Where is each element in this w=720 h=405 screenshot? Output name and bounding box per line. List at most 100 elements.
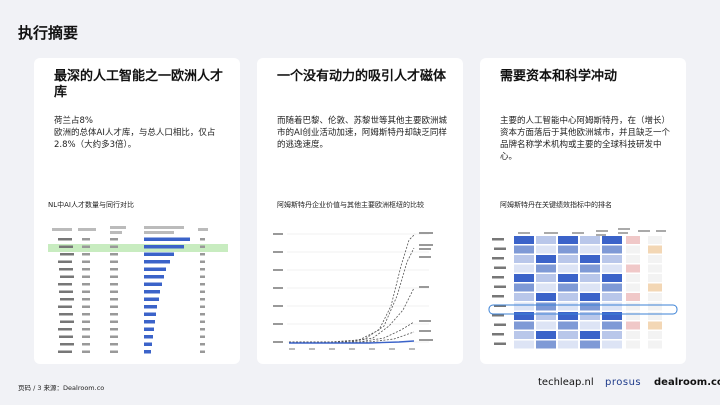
card-title: 一个没有动力的吸引人才磁体 <box>277 69 447 84</box>
row-value-mark <box>200 238 205 241</box>
kpi-row-label-mark <box>494 266 506 269</box>
row-label-mark <box>58 305 72 308</box>
kpi-cell <box>626 274 640 282</box>
kpi-cell <box>514 293 534 301</box>
kpi-cell <box>626 340 640 349</box>
row-value-mark <box>200 343 205 346</box>
row-value-mark <box>110 343 118 346</box>
row-bar <box>144 312 156 316</box>
kpi-cell <box>602 283 622 292</box>
row-value-mark <box>110 350 118 353</box>
kpi-cell <box>580 321 600 330</box>
kpi-cell <box>602 331 622 339</box>
kpi-cell <box>626 264 640 273</box>
kpi-row-label-mark <box>494 285 506 288</box>
kpi-cell <box>536 340 556 349</box>
row-label-mark <box>60 275 74 278</box>
card-body: 荷兰占8% 欧洲的总体AI人才库，与总人口相比，仅占2.8%（大约多3倍）。 <box>54 116 216 150</box>
kpi-cell <box>558 255 578 263</box>
kpi-row-label-mark <box>494 323 506 326</box>
kpi-cell <box>602 264 622 273</box>
row-bar <box>144 350 151 354</box>
kpi-cell <box>648 321 662 330</box>
prosus-logo: prosus <box>605 377 642 388</box>
kpi-row-label-mark <box>492 295 504 298</box>
kpi-cell <box>626 236 640 244</box>
row-value-mark <box>200 298 205 301</box>
kpi-cell <box>648 331 662 339</box>
kpi-cell <box>648 312 662 320</box>
kpi-cell <box>648 283 662 292</box>
row-value-mark <box>200 275 205 278</box>
kpi-cell <box>626 255 640 263</box>
kpi-cell <box>580 245 600 254</box>
row-value-mark <box>82 245 90 248</box>
kpi-cell <box>514 302 534 311</box>
kpi-cell <box>536 293 556 301</box>
kpi-cell <box>602 302 622 311</box>
figure-title: 阿姆斯特丹企业价值与其他主要欧洲枢纽的比较 <box>277 201 424 209</box>
kpi-cell <box>580 331 600 339</box>
row-value-mark <box>82 313 90 316</box>
row-bar <box>144 342 152 346</box>
row-value-mark <box>200 320 205 323</box>
kpi-cell <box>602 274 622 282</box>
kpi-cell <box>536 312 556 320</box>
row-value-mark <box>110 335 118 338</box>
kpi-row-label-mark <box>492 333 504 336</box>
kpi-cell <box>514 321 534 330</box>
kpi-cell <box>602 293 622 301</box>
kpi-row-label-mark <box>492 257 504 260</box>
kpi-cell <box>514 331 534 339</box>
row-value-mark <box>82 283 90 286</box>
row-value-mark <box>200 260 205 263</box>
row-value-mark <box>110 253 118 256</box>
row-value-mark <box>82 298 90 301</box>
talent-comparison-table-figure <box>48 220 228 360</box>
kpi-cell <box>536 255 556 263</box>
row-label-mark <box>60 320 74 323</box>
enterprise-value-line-chart-figure <box>273 232 433 350</box>
kpi-cell <box>558 302 578 311</box>
kpi-cell <box>648 245 662 254</box>
row-value-mark <box>82 350 90 353</box>
figure-title: NL中AI人才数量与同行对比 <box>48 201 134 209</box>
kpi-cell <box>580 236 600 244</box>
row-value-mark <box>110 260 118 263</box>
card-body: 而随着巴黎、伦敦、苏黎世等其他主要欧洲城市的AI创业活动加速，阿姆斯特丹却缺乏同… <box>277 116 448 150</box>
row-value-mark <box>200 335 205 338</box>
card-title: 需要资本和科学冲动 <box>500 69 618 84</box>
kpi-cell <box>558 312 578 320</box>
kpi-cell <box>648 264 662 273</box>
card-talent-magnet: 一个没有动力的吸引人才磁体 而随着巴黎、伦敦、苏黎世等其他主要欧洲城市的AI创业… <box>257 58 463 364</box>
row-bar <box>144 267 166 271</box>
row-value-mark <box>200 350 205 353</box>
kpi-cell <box>626 302 640 311</box>
kpi-cell <box>580 312 600 320</box>
row-value-mark <box>82 238 90 241</box>
kpi-cell <box>626 312 640 320</box>
row-label-mark <box>59 313 73 316</box>
row-bar <box>144 327 154 331</box>
kpi-cell <box>558 293 578 301</box>
row-value-mark <box>82 253 90 256</box>
row-value-mark <box>200 290 205 293</box>
kpi-row-label-mark <box>492 314 504 317</box>
row-value-mark <box>110 298 118 301</box>
row-value-mark <box>82 343 90 346</box>
kpi-cell <box>558 274 578 282</box>
kpi-cell <box>536 264 556 273</box>
kpi-cell <box>536 274 556 282</box>
row-value-mark <box>110 290 118 293</box>
row-value-mark <box>82 305 90 308</box>
row-value-mark <box>110 245 118 248</box>
dealroom-logo: dealroom.co <box>654 377 720 388</box>
row-value-mark <box>200 245 205 248</box>
kpi-cell <box>514 264 534 273</box>
row-bar <box>144 305 157 309</box>
row-value-mark <box>110 268 118 271</box>
row-value-mark <box>82 290 90 293</box>
highlighted-row-outline <box>488 304 678 315</box>
row-value-mark <box>200 268 205 271</box>
